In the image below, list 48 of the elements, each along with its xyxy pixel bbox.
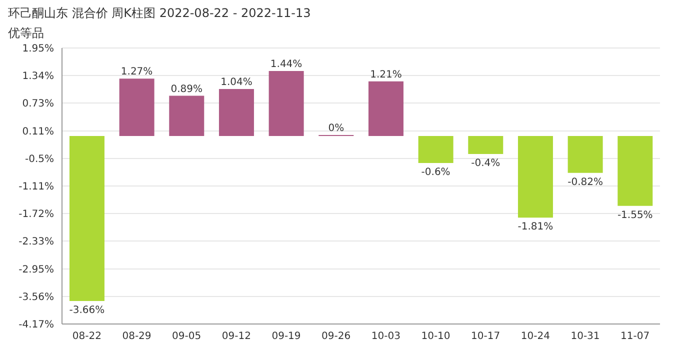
x-tick-label: 09-19: [272, 331, 301, 342]
y-tick-label: -0.5%: [24, 154, 54, 166]
x-tick-label: 11-07: [620, 331, 650, 342]
data-label: 1.21%: [370, 69, 402, 80]
y-tick-label: 0.73%: [22, 98, 54, 110]
x-tick-label: 10-24: [520, 331, 550, 342]
bar: [69, 136, 104, 301]
x-tick-label: 09-26: [322, 331, 351, 342]
y-tick-label: -1.72%: [18, 209, 54, 220]
bar: [468, 136, 504, 154]
y-tick-label: -2.95%: [18, 264, 54, 276]
y-tick-label: -1.11%: [18, 182, 54, 193]
y-tick-label: 0.11%: [22, 126, 54, 138]
data-label: 0%: [328, 122, 344, 134]
x-tick-label: 09-12: [222, 331, 251, 342]
x-tick-label: 10-17: [471, 331, 500, 342]
bar: [119, 78, 154, 136]
y-tick-label: -4.17%: [18, 320, 54, 331]
bar: [568, 136, 603, 173]
data-label: -1.55%: [617, 210, 653, 221]
data-label: -0.6%: [421, 167, 450, 178]
y-tick-label: 1.34%: [22, 71, 54, 82]
bar: [518, 136, 553, 218]
bar: [169, 96, 204, 136]
y-tick-label: -2.33%: [18, 236, 54, 248]
y-tick-label: -3.56%: [18, 292, 54, 304]
x-tick-label: 10-10: [421, 331, 450, 342]
bar: [418, 136, 454, 163]
x-tick-label: 08-22: [72, 331, 102, 342]
data-label: 1.44%: [270, 59, 302, 70]
data-label: -0.82%: [568, 176, 604, 188]
x-tick-label: 08-29: [122, 331, 152, 342]
x-tick-label: 10-31: [570, 331, 600, 342]
bar: [218, 89, 254, 136]
data-label: 1.04%: [220, 77, 252, 88]
chart-title: 环己酮山东 混合价 周K柱图 2022-08-22 - 2022-11-13: [8, 5, 311, 22]
data-label: -1.81%: [518, 222, 554, 233]
data-label: -3.66%: [69, 305, 105, 316]
x-tick-label: 09-05: [172, 331, 202, 342]
y-tick-label: 1.95%: [22, 44, 54, 55]
bar: [618, 136, 653, 206]
chart-subtitle: 优等品: [8, 25, 44, 42]
data-label: -0.4%: [471, 158, 500, 169]
data-label: 0.89%: [170, 84, 203, 95]
bar: [268, 71, 304, 136]
x-tick-label: 10-03: [371, 331, 400, 342]
data-label: 1.27%: [120, 66, 153, 78]
bar: [368, 81, 404, 136]
